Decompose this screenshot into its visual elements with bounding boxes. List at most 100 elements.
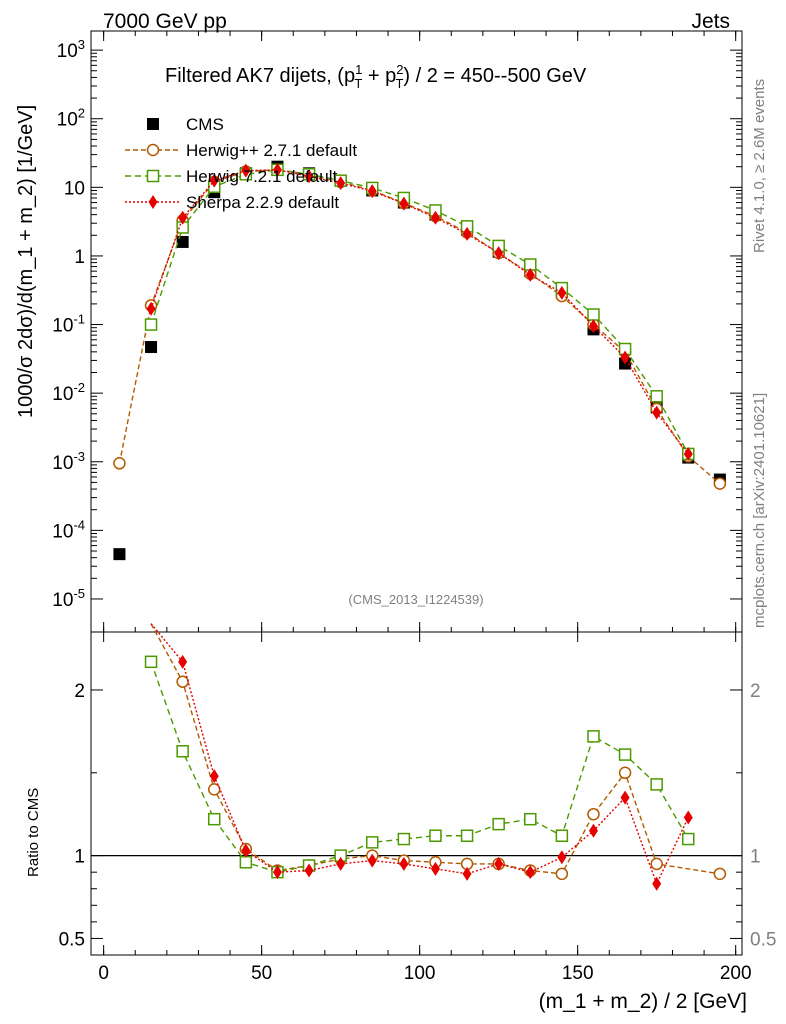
legend-label: Herwig 7.2.1 default [186, 167, 337, 186]
ratio-plot-frame [90, 631, 743, 956]
series-0 [113, 160, 726, 561]
herwig7-point [397, 832, 411, 846]
sherpa-point [430, 210, 440, 225]
herwig7-point [587, 308, 600, 321]
analysis-watermark: (CMS_2013_I1224539) [348, 592, 483, 607]
herwigpp-point [587, 807, 600, 821]
herwig7-point [524, 812, 537, 826]
x-tick-label: 50 [251, 963, 272, 984]
legend-label: CMS [186, 115, 224, 134]
herwig7-point [144, 318, 158, 331]
sherpa-point [336, 176, 346, 191]
sherpa-point [399, 196, 409, 211]
herwigpp-point [207, 783, 221, 796]
herwig7-point [146, 169, 160, 183]
ratio-tick-label-right: 1 [750, 847, 761, 868]
ratio-axis-title: Ratio to CMS [25, 788, 42, 877]
sherpa-point [178, 654, 188, 669]
herwig7-point [144, 655, 158, 669]
sherpa-point [683, 810, 693, 825]
header-jets-label: Jets [691, 10, 730, 33]
sherpa-point [557, 850, 567, 865]
herwig7-point [492, 817, 505, 831]
sherpa-point [241, 163, 251, 178]
sherpa-point [304, 863, 314, 878]
sherpa-point [367, 184, 377, 199]
herwig7-point [650, 390, 663, 403]
header-energy-label: 7000 GeV pp [103, 10, 227, 33]
herwigpp-point [650, 857, 663, 871]
sherpa-point [588, 319, 598, 334]
y-tick-label: 10-4 [52, 517, 85, 542]
sherpa-point [620, 790, 630, 805]
axis-ticks: 0 50 100 150 20010-510-410-310-210-111010210… [52, 31, 776, 984]
y-tick-label: 1 [74, 247, 85, 268]
series-1 [113, 163, 727, 490]
sherpa-point [652, 876, 662, 891]
sherpa-point [336, 856, 346, 871]
sherpa-point [462, 226, 472, 241]
sherpa-point [525, 267, 535, 282]
y-tick-label: 10-5 [52, 586, 85, 611]
y-tick-label: 10-2 [52, 380, 85, 405]
x-tick-label: 150 [562, 963, 594, 984]
ratio-series-2 [144, 655, 695, 879]
herwig7-point [429, 829, 442, 842]
herwig7-point [207, 812, 221, 826]
herwig7-point [239, 855, 253, 869]
plot-title: Filtered AK7 dijets, (p1 T + p2 T) / 2 = 4… [165, 62, 587, 91]
herwigpp-point [713, 477, 727, 490]
ratio-series [144, 623, 727, 891]
sherpa-point [494, 246, 504, 261]
y-tick-label: 102 [57, 106, 85, 131]
herwig7-point [682, 832, 695, 846]
sherpa-point [430, 861, 440, 876]
cms-data-point [145, 341, 158, 354]
series-line [150, 169, 689, 455]
herwig7-point [650, 778, 663, 791]
series-line [118, 169, 721, 485]
ratio-series-3 [150, 623, 693, 891]
sherpa-point [652, 405, 662, 420]
sherpa-point [146, 301, 156, 316]
y-tick-label: 103 [57, 37, 85, 62]
sherpa-point [525, 865, 535, 880]
herwig7-point [366, 836, 379, 849]
y-axis-title: 1000/σ 2dσ)/d(m_1 + m_2) [1/GeV] [15, 105, 37, 418]
herwig7-point [587, 730, 600, 743]
sherpa-point [209, 769, 219, 784]
herwig7-point [618, 748, 632, 761]
sherpa-point [178, 210, 188, 225]
sherpa-point [148, 195, 158, 209]
sherpa-point [241, 843, 251, 858]
sherpa-point [304, 169, 314, 184]
herwigpp-point [113, 457, 126, 470]
herwig7-point [555, 829, 569, 842]
sherpa-point [683, 446, 693, 461]
mcplots-label: mcplots.cern.ch [arXiv:2401.10621] [751, 393, 768, 628]
svg-text:Filtered AK7 dijets, (p1T + p2: Filtered AK7 dijets, (p1 T + p2 T) / 2 = 4… [165, 62, 587, 91]
sherpa-point [272, 162, 282, 177]
legend-label: Herwig++ 2.7.1 default [186, 141, 357, 160]
ratio-tick-label: 1 [74, 847, 85, 868]
ratio-line [150, 661, 689, 873]
legend: CMS Herwig++ 2.7.1 default Herwig 7.2.1 de… [125, 115, 357, 212]
y-tick-label: 10 [64, 178, 85, 199]
sherpa-point [367, 853, 377, 868]
herwig7-point [176, 745, 189, 758]
series-3 [146, 162, 693, 461]
legend-label: Sherpa 2.2.9 default [186, 193, 339, 212]
cms-data-point [113, 548, 126, 561]
sherpa-point [588, 823, 598, 838]
x-axis-title: (m_1 + m_2) / 2 [GeV] [539, 990, 747, 1013]
ratio-tick-label: 2 [74, 681, 85, 702]
ratio-tick-label-right: 2 [750, 681, 761, 702]
ratio-tick-label-right: 0.5 [750, 929, 776, 950]
cms-data-point [176, 235, 189, 248]
sherpa-point [494, 856, 504, 871]
cms-data-point [147, 118, 159, 130]
herwigpp-point [146, 143, 160, 157]
sherpa-point [272, 865, 282, 880]
herwigpp-point [713, 867, 727, 881]
sherpa-point [620, 350, 630, 365]
